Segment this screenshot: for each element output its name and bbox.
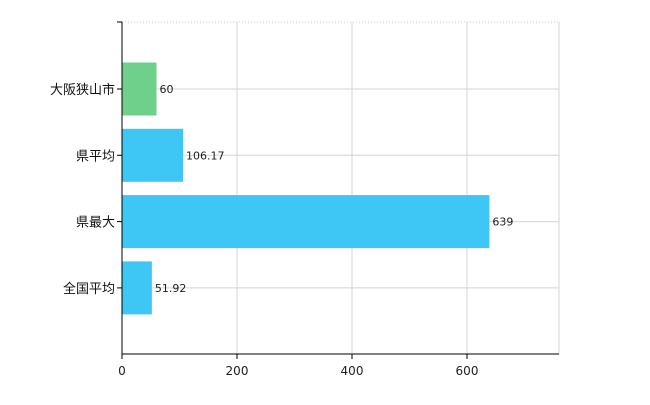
category-label-3: 県最大 [76, 216, 115, 231]
x-tick-label: 0 [118, 364, 126, 378]
x-tick-label: 200 [226, 364, 249, 378]
category-label-4: 全国平均 [63, 281, 115, 297]
axis-layer [117, 21, 559, 359]
data-label-1: 60 [160, 83, 174, 96]
bar-3 [122, 195, 490, 249]
data-label-4: 51.92 [155, 282, 187, 295]
grid-layer [122, 21, 560, 354]
label-layer: 60 106.17 639 51.92 0 200 400 600 大阪狭山市県平均県最大全国平… [50, 82, 513, 378]
category-label-1: 大阪狭山市 [50, 82, 115, 98]
bar-layer [122, 62, 490, 315]
data-label-2: 106.17 [186, 149, 225, 162]
bar-1 [122, 62, 157, 116]
x-tick-label: 400 [341, 364, 364, 378]
bar-2 [122, 128, 184, 182]
data-label-3: 639 [492, 216, 513, 229]
x-tick-label: 600 [456, 364, 479, 378]
bar-4 [122, 261, 152, 315]
category-label-2: 県平均 [76, 149, 115, 164]
